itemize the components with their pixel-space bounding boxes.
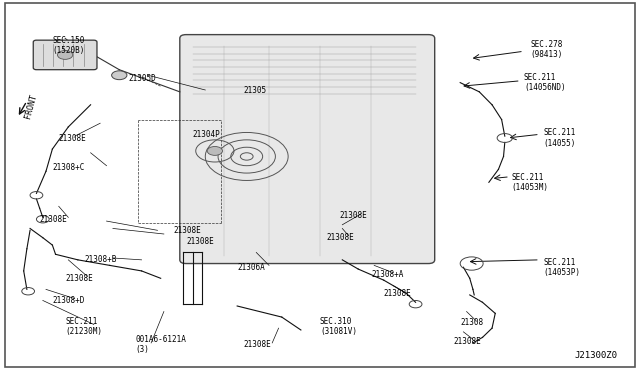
Text: 21308+B: 21308+B <box>84 255 116 264</box>
Text: 21308E: 21308E <box>326 233 354 242</box>
Text: SEC.211
(14053P): SEC.211 (14053P) <box>543 257 580 277</box>
Text: J21300Z0: J21300Z0 <box>575 351 618 360</box>
Text: 21306A: 21306A <box>237 263 265 272</box>
Text: 21305: 21305 <box>244 86 267 94</box>
Text: SEC.211
(14053M): SEC.211 (14053M) <box>511 173 548 192</box>
Circle shape <box>58 51 73 60</box>
Text: SEC.150
(1520B): SEC.150 (1520B) <box>52 36 84 55</box>
Text: SEC.211
(14055): SEC.211 (14055) <box>543 128 575 148</box>
Text: 21308E: 21308E <box>173 226 201 235</box>
Text: SEC.211
(21230M): SEC.211 (21230M) <box>65 317 102 336</box>
Text: 21308E: 21308E <box>244 340 271 349</box>
Circle shape <box>207 147 223 155</box>
Text: 21308E: 21308E <box>339 211 367 220</box>
Text: 21308+C: 21308+C <box>52 163 84 172</box>
Text: 21308E: 21308E <box>59 134 86 142</box>
Text: 21308E: 21308E <box>65 274 93 283</box>
FancyBboxPatch shape <box>180 35 435 263</box>
Text: 21308+A: 21308+A <box>371 270 403 279</box>
Text: 21308E: 21308E <box>40 215 67 224</box>
Circle shape <box>111 71 127 80</box>
Text: 21308E: 21308E <box>186 237 214 246</box>
Text: SEC.278
(98413): SEC.278 (98413) <box>531 40 563 59</box>
FancyBboxPatch shape <box>33 40 97 70</box>
Text: 21308E: 21308E <box>454 337 481 346</box>
Text: 001A6-6121A
(3): 001A6-6121A (3) <box>135 335 186 355</box>
Text: 21308: 21308 <box>460 318 483 327</box>
Text: SEC.211
(14056ND): SEC.211 (14056ND) <box>524 73 566 92</box>
Text: 21308+D: 21308+D <box>52 296 84 305</box>
Text: 21304P: 21304P <box>193 130 220 139</box>
Text: FRONT: FRONT <box>24 93 39 120</box>
Text: 21305D: 21305D <box>129 74 157 83</box>
Text: SEC.310
(31081V): SEC.310 (31081V) <box>320 317 357 336</box>
Text: 21308E: 21308E <box>384 289 412 298</box>
